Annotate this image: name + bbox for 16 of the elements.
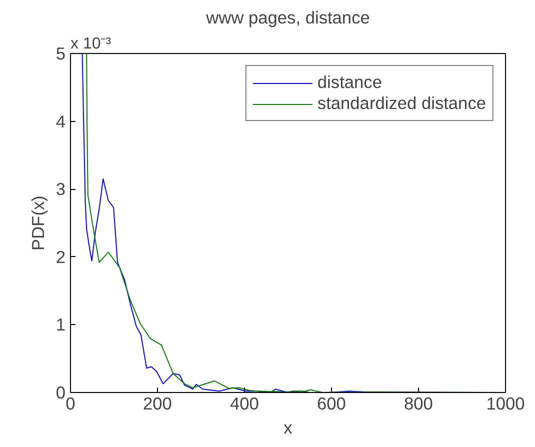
y-tick-label: 3 bbox=[56, 179, 66, 200]
legend-label: distance bbox=[317, 72, 382, 93]
x-tick-label: 200 bbox=[143, 394, 172, 414]
x-tick-label: 400 bbox=[230, 394, 259, 414]
y-axis-title: PDF(x) bbox=[28, 196, 48, 250]
y-tick-label: 2 bbox=[56, 246, 66, 267]
x-tick-label: 1000 bbox=[486, 394, 525, 414]
x-tick-label: 800 bbox=[404, 394, 433, 414]
y-tick-label: 4 bbox=[56, 111, 66, 132]
x-tick-label: 600 bbox=[317, 394, 346, 414]
text: x 10⁻³ bbox=[70, 36, 112, 52]
y-tick-label: 1 bbox=[56, 314, 66, 335]
legend-label: standardized distance bbox=[317, 93, 486, 114]
chart-title: www pages, distance bbox=[205, 8, 370, 28]
x-axis-title: x bbox=[284, 418, 293, 438]
y-tick-label: 5 bbox=[56, 44, 66, 64]
